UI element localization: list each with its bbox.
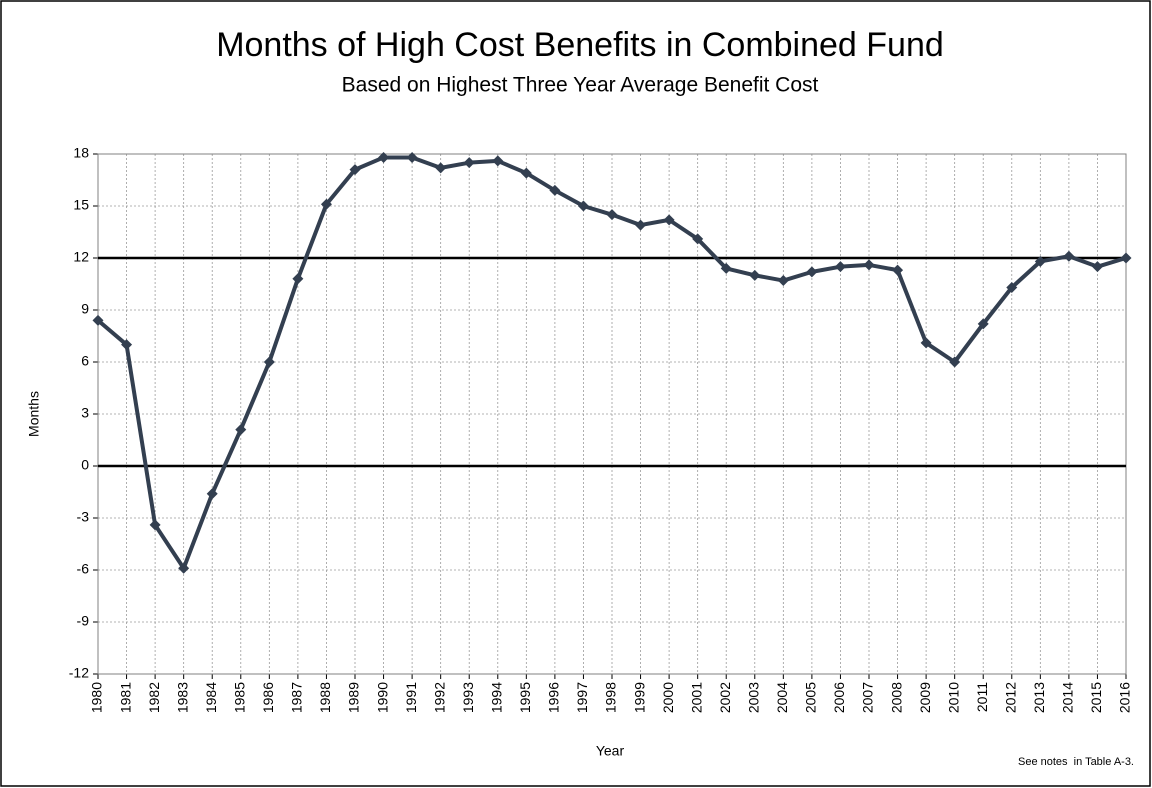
x-tick-label: 1980 [89,682,105,713]
data-point [378,151,390,163]
y-tick-label: 18 [73,145,89,161]
data-point [292,273,304,285]
data-point [777,275,789,287]
data-point [92,314,104,326]
x-tick-label: 1985 [231,682,247,713]
y-tick-label: 12 [73,249,89,265]
x-tick-label: 2005 [803,682,819,713]
y-tick-label: -9 [77,613,90,629]
chart-title: Months of High Cost Benefits in Combined… [216,26,944,64]
x-tick-label: 1995 [517,682,533,713]
x-tick-label: 2010 [945,682,961,713]
x-tick-label: 1988 [317,682,333,713]
y-tick-label: 0 [81,457,89,473]
data-point [720,262,732,274]
x-tick-label: 1989 [346,682,362,713]
x-axis-label: Year [596,743,625,759]
data-point [520,167,532,179]
data-point [235,424,247,436]
x-tick-label: 2003 [745,682,761,713]
data-point [463,157,475,169]
x-tick-label: 1981 [117,682,133,713]
x-tick-label: 1990 [374,682,390,713]
data-point [577,200,589,212]
data-point [263,356,275,368]
data-point [178,562,190,574]
x-tick-label: 2001 [688,682,704,713]
data-point [1006,281,1018,293]
x-tick-label: 1998 [603,682,619,713]
data-point [977,318,989,330]
data-point [1063,250,1075,262]
data-point [492,155,504,167]
data-point [1120,252,1132,264]
x-tick-label: 1983 [174,682,190,713]
x-tick-label: 2006 [831,682,847,713]
x-tick-label: 1982 [146,682,162,713]
data-point [320,198,332,210]
x-tick-label: 2000 [660,682,676,713]
x-tick-label: 2011 [974,682,990,712]
data-point [663,214,675,226]
x-tick-label: 1984 [203,682,219,713]
plot-area [97,153,1127,675]
x-tick-label: 2013 [1031,682,1047,713]
x-tick-label: 1992 [431,682,447,713]
x-tick-label: 2012 [1002,682,1018,713]
data-point [121,339,133,351]
y-axis-label: Months [26,391,42,437]
chart-subtitle: Based on Highest Three Year Average Bene… [342,74,819,97]
y-tick-label: 15 [73,197,89,213]
y-tick-label: 3 [81,405,89,421]
x-tick-label: 2014 [1060,682,1076,713]
data-point [749,269,761,281]
data-point [1034,255,1046,267]
x-tick-label: 1997 [574,682,590,713]
data-point [435,162,447,174]
x-tick-label: 1999 [631,682,647,713]
x-tick-label: 1991 [403,682,419,713]
data-point [949,356,961,368]
data-point [692,233,704,245]
y-tick-label: -6 [77,561,90,577]
y-tick-label: 6 [81,353,89,369]
x-tick-label: 1987 [289,682,305,713]
data-point [406,151,418,163]
x-tick-label: 1993 [460,682,476,713]
data-point [806,266,818,278]
x-tick-label: 2015 [1088,682,1104,713]
data-point [606,209,618,221]
x-tick-label: 2002 [717,682,733,713]
data-point [149,519,161,531]
data-point [549,184,561,196]
data-point [834,261,846,273]
x-tick-label: 1986 [260,682,276,713]
data-point [920,337,932,349]
x-tick-label: 2007 [860,682,876,713]
y-tick-label: -3 [77,509,90,525]
data-point [635,219,647,231]
x-tick-label: 1994 [488,682,504,713]
y-tick-label: 9 [81,301,89,317]
x-tick-label: 1996 [546,682,562,713]
data-point [1091,261,1103,273]
x-tick-label: 2004 [774,682,790,713]
note: See notes in Table A-3. [1018,756,1134,768]
x-tick-label: 2009 [917,682,933,713]
x-tick-label: 2008 [888,682,904,713]
data-point [206,488,218,500]
data-point [863,259,875,271]
data-point [892,264,904,276]
data-point [349,164,361,176]
x-tick-label: 2016 [1117,682,1133,713]
y-tick-label: -12 [69,665,89,681]
